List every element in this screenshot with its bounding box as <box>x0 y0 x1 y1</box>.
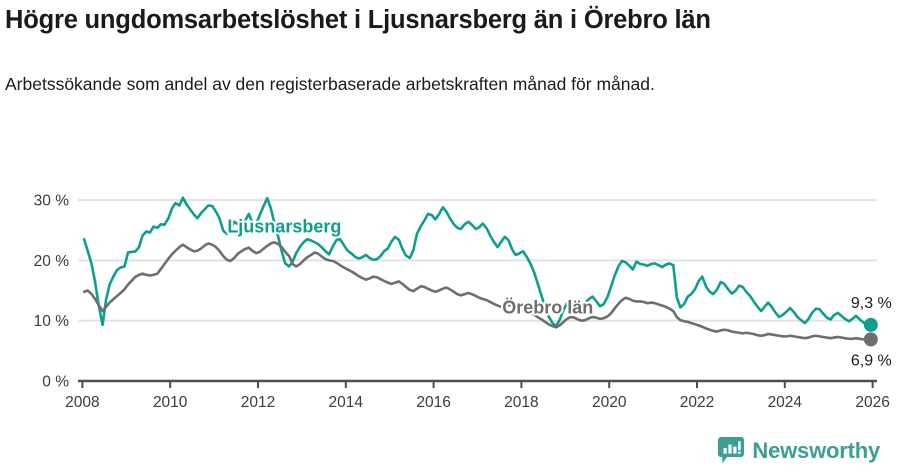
series-label-ljusnarsberg: Ljusnarsberg <box>227 217 341 237</box>
series-line-ljusnarsberg <box>82 196 873 328</box>
page-title: Högre ungdomsarbetslöshet i Ljusnarsberg… <box>5 6 711 34</box>
x-tick-label: 2016 <box>416 394 450 411</box>
end-value-label-ljusnarsberg: 9,3 % <box>851 295 892 312</box>
y-tick-label: 10 % <box>34 313 70 330</box>
x-tick-label: 2010 <box>153 394 188 411</box>
x-tick-label: 2026 <box>855 394 889 411</box>
x-tick-label: 2024 <box>768 394 803 411</box>
x-tick-label: 2012 <box>241 394 275 411</box>
x-tick-label: 2020 <box>592 394 627 411</box>
series-line-örebro-län <box>82 240 873 341</box>
page-subtitle: Arbetssökande som andel av den registerb… <box>5 74 655 94</box>
x-tick-label: 2014 <box>329 394 364 411</box>
bar-chart-bubble-icon <box>718 437 745 464</box>
y-tick-label: 0 % <box>42 374 69 391</box>
x-tick-label: 2008 <box>65 394 99 411</box>
end-point-marker <box>863 332 878 347</box>
series-label-örebro-län: Örebro län <box>502 297 593 317</box>
end-value-label-orebro-lan: 6,9 % <box>851 352 892 369</box>
x-tick-label: 2022 <box>680 394 714 411</box>
newsworthy-logo[interactable]: Newsworthy <box>718 437 880 464</box>
x-tick-label: 2018 <box>504 394 538 411</box>
y-tick-label: 30 % <box>34 193 70 210</box>
end-point-marker <box>863 317 878 332</box>
y-tick-label: 20 % <box>34 253 70 270</box>
newsworthy-logo-text: Newsworthy <box>752 437 880 463</box>
